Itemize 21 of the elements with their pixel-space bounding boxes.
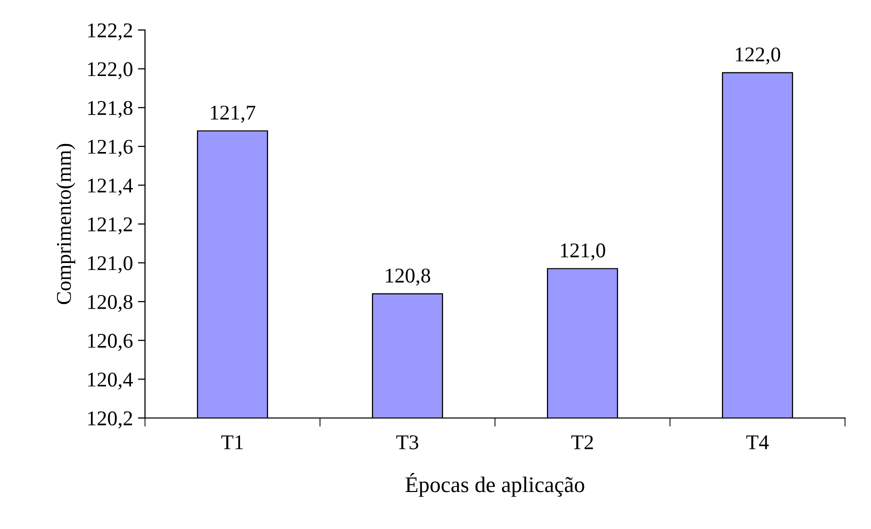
y-tick-label: 120,6 [88,334,133,351]
y-tick-label: 122,0 [88,62,132,80]
x-tick-label: T2 [571,435,593,450]
x-tick-label: T3 [396,435,418,450]
data-label: 122,0 [736,47,780,64]
data-label: 121,7 [210,106,256,123]
x-axis-title: Épocas de aplicação [406,473,584,497]
y-tick-label: 121,2 [88,217,132,234]
y-axis-title: Comprimento(mm) [56,144,76,304]
y-tick-label: 120,8 [88,294,132,312]
data-label: 120,8 [386,268,430,286]
y-tick-label: 121,8 [88,100,132,118]
x-tick-label: T1 [221,435,243,450]
y-tick-label: 122,2 [88,23,132,40]
y-tick-label: 121,0 [88,256,132,274]
x-tick-label: T4 [746,435,769,450]
y-tick-label: 120,2 [88,411,132,428]
data-label: 121,0 [560,243,606,260]
y-tick-label: 121,4 [88,178,133,196]
y-tick-label: 120,4 [88,372,133,390]
y-tick-label: 121,6 [88,140,133,157]
